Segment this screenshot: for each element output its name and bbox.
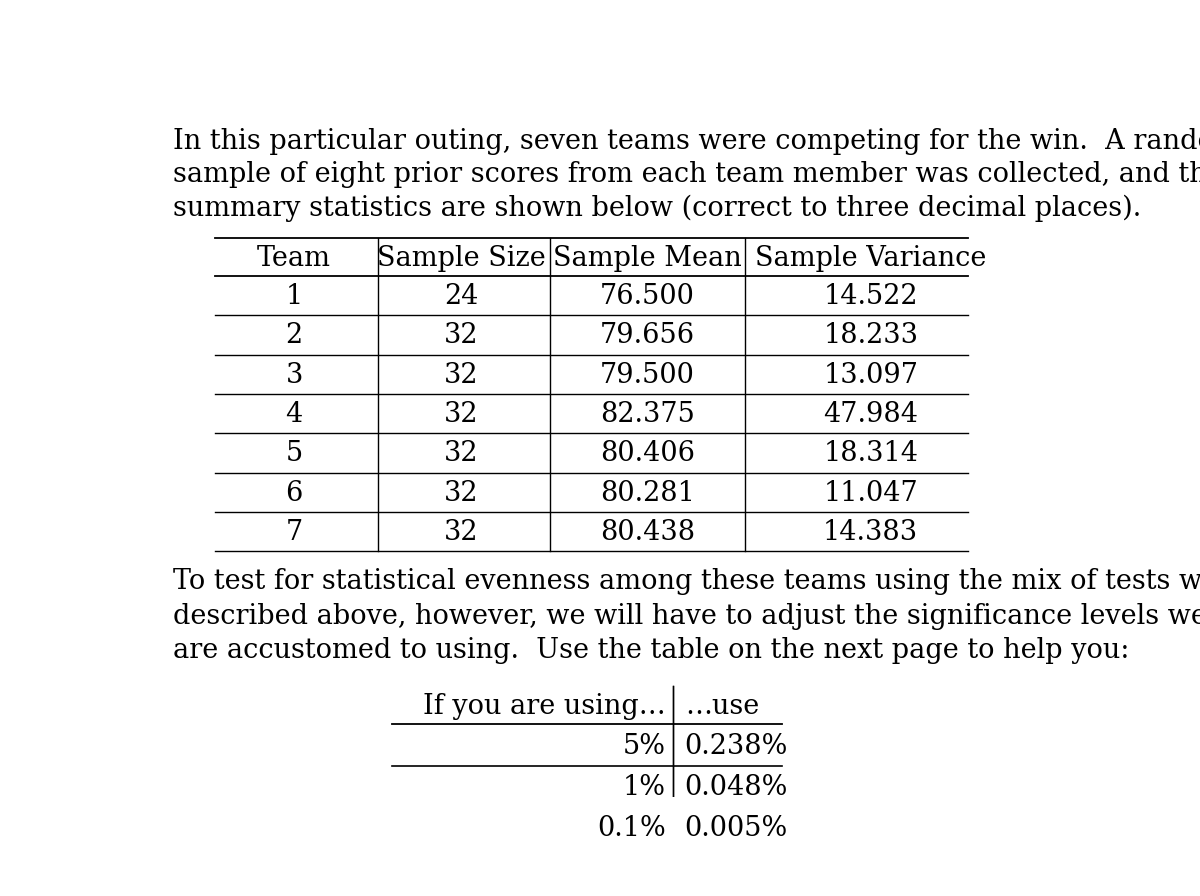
Text: 13.097: 13.097 bbox=[823, 362, 918, 389]
Text: described above, however, we will have to adjust the significance levels we: described above, however, we will have t… bbox=[173, 603, 1200, 630]
Text: sample of eight prior scores from each team member was collected, and the: sample of eight prior scores from each t… bbox=[173, 161, 1200, 188]
Text: 32: 32 bbox=[444, 519, 479, 546]
Text: 79.656: 79.656 bbox=[600, 323, 695, 349]
Text: To test for statistical evenness among these teams using the mix of tests we: To test for statistical evenness among t… bbox=[173, 568, 1200, 596]
Text: 24: 24 bbox=[444, 283, 479, 310]
Text: 80.281: 80.281 bbox=[600, 479, 695, 506]
Text: 0.005%: 0.005% bbox=[685, 815, 788, 842]
Text: 32: 32 bbox=[444, 323, 479, 349]
Text: 18.233: 18.233 bbox=[823, 323, 918, 349]
Text: Sample Mean: Sample Mean bbox=[553, 245, 742, 271]
Text: 80.438: 80.438 bbox=[600, 519, 695, 546]
Text: Team: Team bbox=[257, 245, 331, 271]
Text: 0.1%: 0.1% bbox=[598, 815, 666, 842]
Text: 7: 7 bbox=[286, 519, 302, 546]
Text: summary statistics are shown below (correct to three decimal places).: summary statistics are shown below (corr… bbox=[173, 194, 1141, 222]
Text: If you are using…: If you are using… bbox=[424, 693, 666, 719]
Text: 5%: 5% bbox=[623, 733, 666, 760]
Text: 76.500: 76.500 bbox=[600, 283, 695, 310]
Text: 79.500: 79.500 bbox=[600, 362, 695, 389]
Text: 5: 5 bbox=[286, 440, 302, 468]
Text: Sample Size: Sample Size bbox=[377, 245, 546, 271]
Text: 3: 3 bbox=[286, 362, 302, 389]
Text: 0.048%: 0.048% bbox=[685, 774, 788, 801]
Text: 11.047: 11.047 bbox=[823, 479, 918, 506]
Text: Sample Variance: Sample Variance bbox=[755, 245, 986, 271]
Text: 6: 6 bbox=[286, 479, 302, 506]
Text: 82.375: 82.375 bbox=[600, 401, 695, 428]
Text: 1: 1 bbox=[286, 283, 302, 310]
Text: In this particular outing, seven teams were competing for the win.  A random: In this particular outing, seven teams w… bbox=[173, 128, 1200, 155]
Text: are accustomed to using.  Use the table on the next page to help you:: are accustomed to using. Use the table o… bbox=[173, 637, 1129, 665]
Text: 32: 32 bbox=[444, 362, 479, 389]
Text: 80.406: 80.406 bbox=[600, 440, 695, 468]
Text: 32: 32 bbox=[444, 440, 479, 468]
Text: 32: 32 bbox=[444, 479, 479, 506]
Text: 18.314: 18.314 bbox=[823, 440, 918, 468]
Text: 1%: 1% bbox=[623, 774, 666, 801]
Text: 47.984: 47.984 bbox=[823, 401, 918, 428]
Text: 0.238%: 0.238% bbox=[685, 733, 788, 760]
Text: 2: 2 bbox=[286, 323, 302, 349]
Text: 14.522: 14.522 bbox=[823, 283, 918, 310]
Text: 4: 4 bbox=[286, 401, 302, 428]
Text: …use: …use bbox=[685, 693, 760, 719]
Text: 14.383: 14.383 bbox=[823, 519, 918, 546]
Text: 32: 32 bbox=[444, 401, 479, 428]
